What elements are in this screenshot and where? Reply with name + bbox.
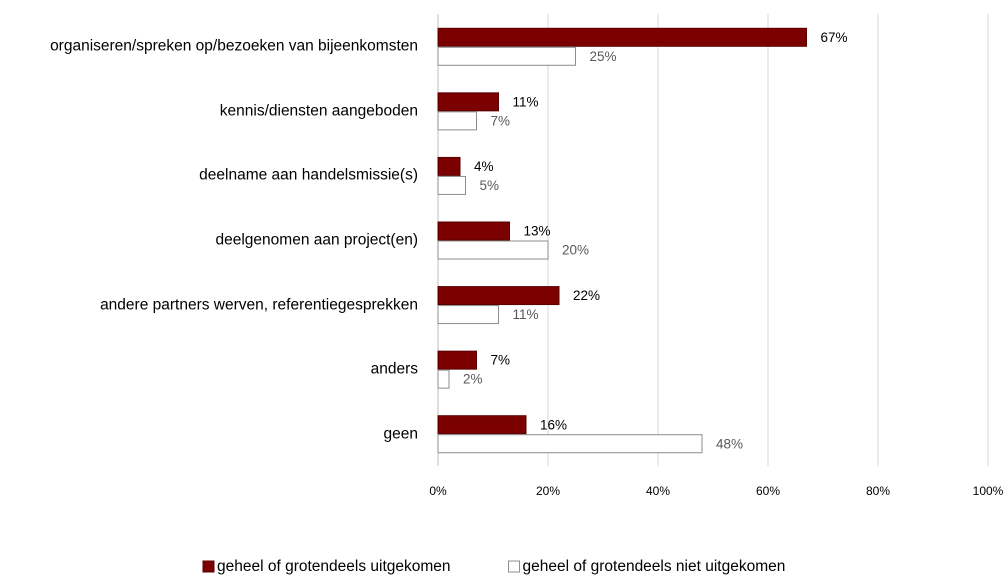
bar bbox=[437, 240, 549, 260]
category-label: anders bbox=[370, 360, 418, 378]
data-label: 25% bbox=[590, 49, 617, 64]
data-label: 16% bbox=[540, 417, 567, 432]
data-label: 5% bbox=[480, 178, 500, 193]
category-label: deelname aan handelsmissie(s) bbox=[199, 166, 418, 184]
legend-label: geheel of grotendeels uitgekomen bbox=[217, 558, 451, 575]
category-label: kennis/diensten aangeboden bbox=[219, 102, 418, 120]
bar bbox=[437, 286, 560, 306]
data-label: 7% bbox=[491, 353, 511, 368]
category-label: organiseren/spreken op/bezoeken van bije… bbox=[50, 37, 418, 55]
category-label: geen bbox=[383, 425, 418, 443]
data-label: 2% bbox=[463, 372, 483, 387]
data-label: 4% bbox=[474, 159, 494, 174]
bar bbox=[437, 156, 461, 176]
bar bbox=[437, 46, 576, 66]
x-tick-label: 40% bbox=[646, 484, 670, 498]
bar bbox=[437, 27, 807, 47]
data-label: 67% bbox=[821, 30, 848, 45]
data-label: 48% bbox=[716, 436, 743, 451]
bar bbox=[437, 92, 499, 112]
bar bbox=[437, 175, 466, 195]
data-label: 7% bbox=[491, 113, 511, 128]
bar bbox=[437, 369, 450, 389]
x-tick-label: 20% bbox=[536, 484, 560, 498]
x-tick-label: 80% bbox=[866, 484, 890, 498]
bar bbox=[437, 111, 477, 131]
bar bbox=[437, 221, 510, 241]
bar bbox=[437, 305, 499, 325]
data-label: 11% bbox=[513, 94, 539, 109]
legend-swatch bbox=[202, 560, 215, 573]
bar bbox=[437, 434, 703, 454]
bar bbox=[437, 350, 477, 370]
data-label: 13% bbox=[524, 224, 551, 239]
data-label: 11% bbox=[513, 307, 539, 322]
x-tick-label: 60% bbox=[756, 484, 780, 498]
x-tick-label: 0% bbox=[429, 484, 447, 498]
legend-swatch bbox=[508, 560, 521, 573]
category-label: andere partners werven, referentiegespre… bbox=[100, 296, 418, 314]
data-label: 20% bbox=[562, 243, 589, 258]
data-label: 22% bbox=[573, 288, 600, 303]
category-label: deelgenomen aan project(en) bbox=[215, 231, 419, 249]
legend-label: geheel of grotendeels niet uitgekomen bbox=[523, 558, 786, 575]
bar bbox=[437, 415, 527, 435]
x-tick-label: 100% bbox=[973, 484, 1004, 498]
